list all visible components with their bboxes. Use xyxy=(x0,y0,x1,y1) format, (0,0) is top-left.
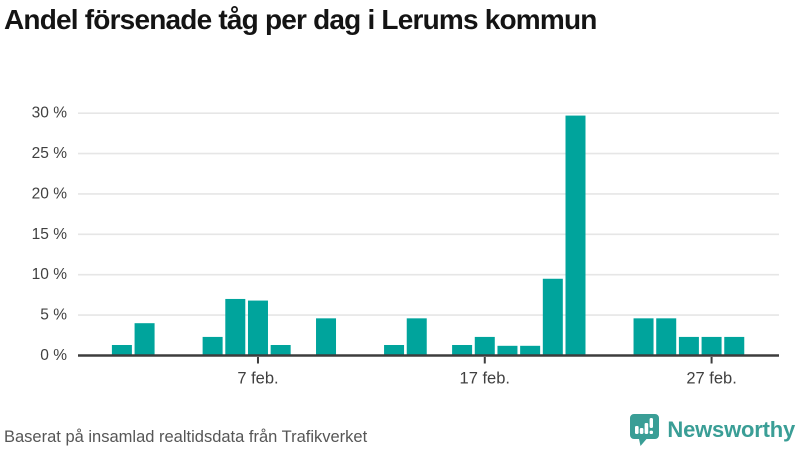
bar xyxy=(270,344,291,356)
bar xyxy=(633,318,654,356)
bar xyxy=(134,323,155,356)
bar xyxy=(565,115,586,356)
bar xyxy=(406,318,427,356)
bar xyxy=(384,344,405,356)
y-tick-label: 25 % xyxy=(32,145,68,162)
bar xyxy=(225,298,246,356)
bar xyxy=(520,345,541,356)
bar xyxy=(678,336,699,356)
chart-title: Andel försenade tåg per dag i Lerums kom… xyxy=(4,4,597,35)
newsworthy-logo: Newsworthy xyxy=(629,413,795,447)
bar xyxy=(247,300,268,356)
bar xyxy=(452,344,473,356)
x-tick-label: 27 feb. xyxy=(686,370,736,388)
y-tick-label: 0 % xyxy=(40,347,67,364)
bar-chart: 0 % 5 % 10 % 15 % 20 % 25 % 30 % 7 feb. 17 feb. 2… xyxy=(32,105,779,388)
mini-bar-chart-glyph xyxy=(635,418,654,434)
x-tick-label: 17 feb. xyxy=(460,370,510,388)
y-tick-label: 30 % xyxy=(32,105,68,122)
y-tick-label: 20 % xyxy=(32,185,68,202)
bar xyxy=(724,336,745,356)
bar xyxy=(316,318,337,356)
brand-wordmark: Newsworthy xyxy=(667,417,795,442)
y-tick-label: 15 % xyxy=(32,226,68,243)
exclamation-bar xyxy=(650,418,654,428)
bar xyxy=(701,336,722,356)
speech-bubble-shape xyxy=(630,414,660,446)
bar xyxy=(656,318,677,356)
bar xyxy=(111,344,132,356)
y-tick-label: 10 % xyxy=(32,266,68,283)
exclamation-dot xyxy=(650,430,654,434)
bar xyxy=(497,345,518,356)
source-attribution: Baserat på insamlad realtidsdata från Tr… xyxy=(4,428,368,446)
newsworthy-speech-bubble-bar-chart-icon xyxy=(630,414,660,446)
bar xyxy=(542,278,563,356)
bar xyxy=(202,336,223,356)
x-tick-label: 7 feb. xyxy=(237,370,278,388)
bar xyxy=(474,336,495,356)
y-tick-label: 5 % xyxy=(40,307,67,324)
